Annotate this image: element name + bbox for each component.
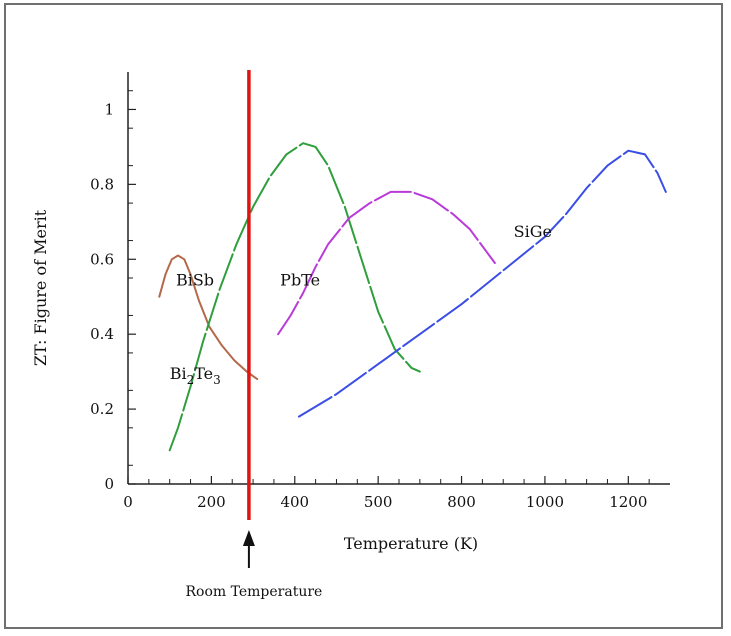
series-label: SiGe <box>514 222 552 241</box>
x-tick-label: 400 <box>280 493 309 511</box>
arrow-head-icon <box>242 530 255 546</box>
y-tick-label: 0.6 <box>90 250 114 268</box>
y-tick-label: 0 <box>104 475 114 493</box>
y-tick-label: 0.2 <box>90 400 114 418</box>
series-line-pbte <box>277 190 496 336</box>
y-axis-title: ZT: Figure of Merit <box>31 209 50 366</box>
series-line-bisb <box>158 254 259 381</box>
x-tick-label: 500 <box>364 493 393 511</box>
series-label: Bi2Te3 <box>170 364 221 387</box>
series-label: BiSb <box>176 270 214 289</box>
x-tick-label: 1000 <box>526 493 564 511</box>
series-line-bi2te3 <box>168 142 421 452</box>
axes: 0 0.2 0.4 0.6 0.8 1 0 200 400 500 800 1000 1200 Tempe… <box>31 72 670 553</box>
x-axis-title: Temperature (K) <box>344 534 478 553</box>
y-tick-label: 0.8 <box>90 175 114 193</box>
figure-frame <box>4 3 723 629</box>
annotation-layer: Room Temperature <box>185 70 322 600</box>
series-line-sige <box>297 149 667 418</box>
x-tick-label: 1200 <box>609 493 647 511</box>
room-temperature-label: Room Temperature <box>185 584 322 600</box>
x-tick-label: 0 <box>123 493 133 511</box>
x-tick-label: 800 <box>447 493 476 511</box>
y-tick-label: 1 <box>104 100 114 118</box>
series-layer <box>158 142 667 452</box>
series-label: PbTe <box>280 270 320 289</box>
y-tick-label: 0.4 <box>90 325 114 343</box>
x-tick-label: 200 <box>197 493 226 511</box>
labels-layer: BiSb Bi2Te3 PbTe SiGe <box>170 222 552 387</box>
